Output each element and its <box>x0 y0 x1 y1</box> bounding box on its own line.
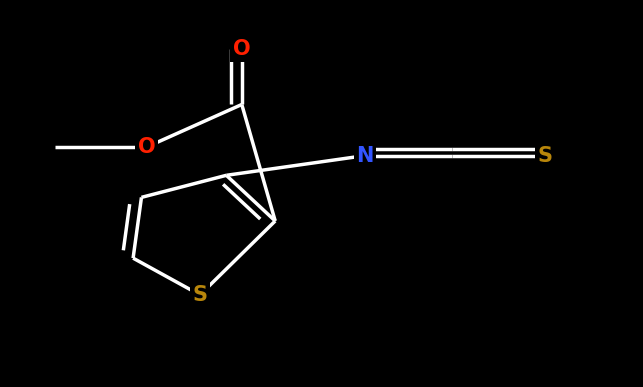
Text: N: N <box>356 146 374 166</box>
Text: O: O <box>233 39 251 59</box>
Text: S: S <box>192 285 208 305</box>
Text: S: S <box>538 146 553 166</box>
Text: O: O <box>138 137 156 157</box>
